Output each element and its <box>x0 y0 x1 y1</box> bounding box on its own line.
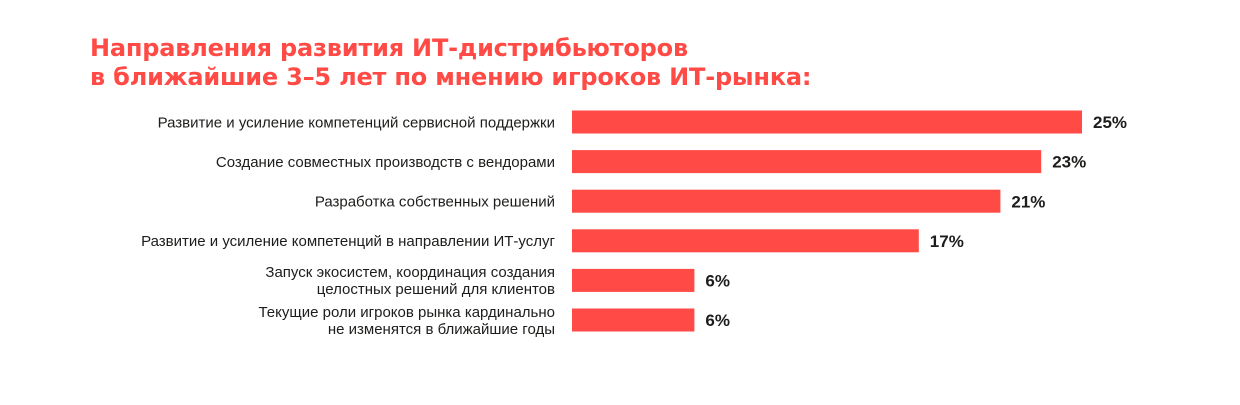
value-label-5: 6% <box>705 272 730 291</box>
category-label-line: целостных решений для клиентов <box>317 281 555 298</box>
category-label-2: Создание совместных производств с вендор… <box>216 154 555 171</box>
category-label-line: Разработка собственных решений <box>315 193 555 210</box>
bar-3 <box>572 189 1001 213</box>
value-label-3: 21% <box>1011 192 1045 211</box>
category-label-4: Развитие и усиление компетенций в направ… <box>141 233 555 250</box>
category-label-line: Текущие роли игроков рынка кардинально <box>258 304 555 321</box>
value-label-1: 25% <box>1093 113 1127 132</box>
category-label-line: Запуск экосистем, координация создания <box>265 264 555 281</box>
bar-6 <box>572 308 695 332</box>
category-label-5: Запуск экосистем, координация создания це… <box>265 264 555 298</box>
bar-4 <box>572 229 919 253</box>
bar-2 <box>572 150 1042 174</box>
chart-title-line-2: в ближайшие 3–5 лет по мнению игроков ИТ… <box>90 63 812 91</box>
category-label-1: Развитие и усиление компетенций сервисно… <box>158 114 555 131</box>
chart-title-line-1: Направления развития ИТ-дистрибьюторов <box>90 34 688 62</box>
chart-title: Направления развития ИТ-дистрибьюторов в… <box>90 34 812 92</box>
category-label-3: Разработка собственных решений <box>315 193 555 210</box>
category-label-line: не изменятся в ближайшие годы <box>328 321 555 338</box>
category-label-6: Текущие роли игроков рынка кардинально не… <box>258 304 555 338</box>
bar-5 <box>572 268 695 292</box>
value-label-6: 6% <box>705 311 730 330</box>
category-label-line: Развитие и усиление компетенций сервисно… <box>158 114 555 131</box>
category-label-line: Развитие и усиление компетенций в направ… <box>141 233 555 250</box>
category-label-line: Создание совместных производств с вендор… <box>216 154 555 171</box>
value-label-2: 23% <box>1052 153 1086 172</box>
value-label-4: 17% <box>930 232 964 251</box>
bar-1 <box>572 110 1082 134</box>
